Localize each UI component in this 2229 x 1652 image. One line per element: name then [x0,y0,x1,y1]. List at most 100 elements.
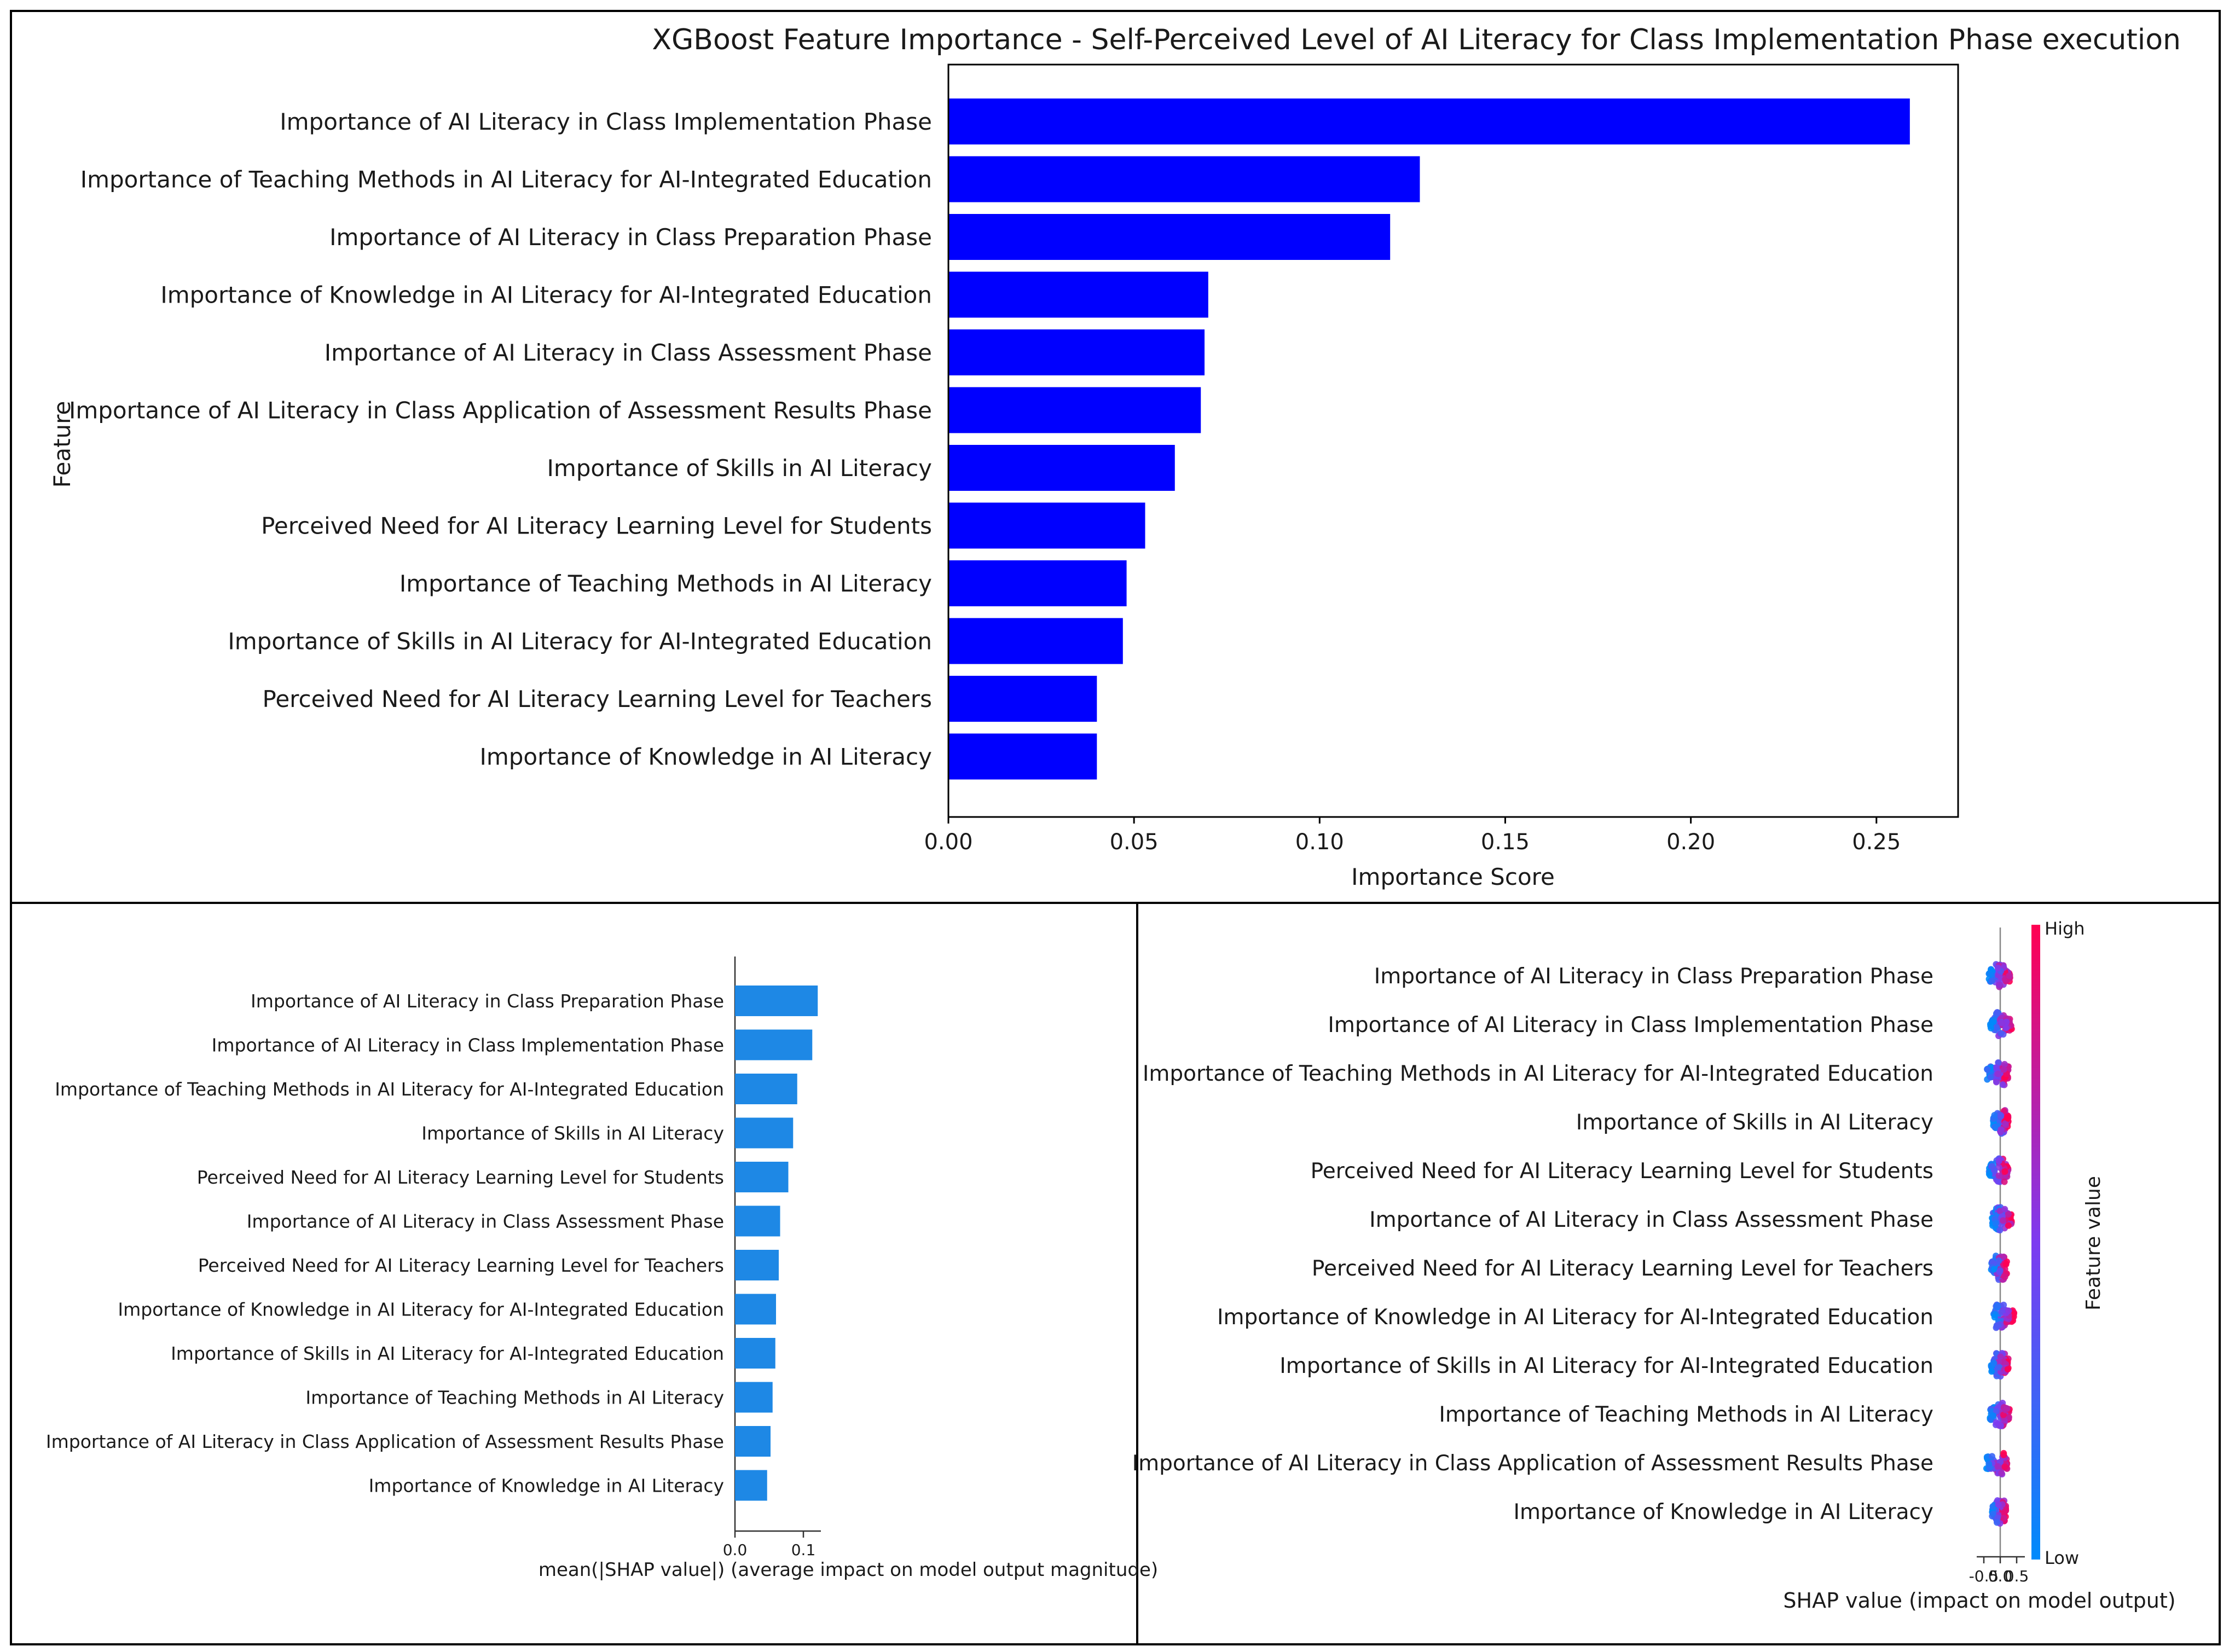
beeswarm-dot [1988,1453,1995,1460]
beeswarm-category-label: Importance of AI Literacy in Class Asses… [1369,1208,1933,1232]
beeswarm-dot [1988,977,1995,984]
shap-bar-category-label: Importance of Teaching Methods in AI Lit… [305,1387,724,1408]
shap-bar-chart: 0.0 0.1 Importance of AI Literacy in Clas… [46,957,1158,1581]
beeswarm-dot [1990,1018,1997,1025]
xgb-category-label: Perceived Need for AI Literacy Learning … [263,686,932,712]
shap-bar [735,1117,794,1149]
xgb-bar [948,618,1123,664]
xgb-bar [948,214,1391,260]
shap-beeswarm-chart: -0.50.00.5 Importance of AI Literacy in … [1132,918,2176,1613]
xgb-category-label: Importance of Knowledge in AI Literacy [479,744,932,770]
beeswarm-category-label: Importance of AI Literacy in Class Appli… [1132,1451,1933,1476]
xgb-bar [948,733,1097,780]
beeswarm-dot [1997,1128,2004,1135]
beeswarm-dot [1987,1024,1994,1031]
beeswarm-dot [2002,1120,2009,1127]
xgb-bar [948,445,1175,491]
shap-bar [735,1382,773,1413]
shap-bar [735,1205,780,1237]
beeswarm-dot [1995,1321,2002,1329]
shap-bar-category-label: Perceived Need for AI Literacy Learning … [197,1167,724,1188]
beeswarm-category-label: Perceived Need for AI Literacy Learning … [1312,1256,1933,1281]
shap-bar-xticks: 0.0 0.1 [723,1531,815,1559]
beeswarm-dot [1993,1079,2000,1086]
shap-bar [735,1074,797,1104]
beeswarm-xticks: -0.50.00.5 [1969,1557,2029,1585]
shap-bar-category-label: Importance of Teaching Methods in AI Lit… [55,1079,724,1100]
shap-bar-category-label: Importance of Skills in AI Literacy for … [171,1343,724,1364]
shap-bar-category-label: Importance of Skills in AI Literacy [421,1123,724,1144]
shap-bar [735,1426,771,1457]
shap-bar [735,1162,789,1192]
xgb-category-label: Importance of Skills in AI Literacy for … [228,628,932,655]
beeswarm-dot [2000,1301,2007,1308]
shap-bar-tick-label: 0.0 [723,1541,748,1559]
shap-bar-category-label: Importance of Knowledge in AI Literacy [369,1475,724,1497]
beeswarm-dot [1995,1257,2002,1264]
beeswarm-dot [1993,1519,2000,1526]
beeswarm-dot [1988,1368,1995,1375]
beeswarm-dot [1993,1024,2000,1031]
beeswarm-dot [2005,1115,2012,1122]
xgb-bar [948,560,1127,606]
xgb-ylabel: Feature [49,401,76,488]
beeswarm-dot [1998,1030,2005,1037]
xgb-category-label: Importance of AI Literacy in Class Asses… [325,339,932,366]
colorbar [2031,925,2040,1560]
shap-bars [735,986,818,1501]
beeswarm-dot [1996,1227,2004,1234]
beeswarm-dot [1998,1019,2005,1027]
colorbar-title: Feature value [2082,1176,2105,1311]
xgb-category-label: Importance of Teaching Methods in AI Lit… [80,166,932,193]
beeswarm-dot [2000,1451,2007,1458]
xgb-xticks: 0.00 0.05 0.10 0.15 0.20 0.25 [924,817,1901,855]
beeswarm-dot [1991,1112,1998,1119]
beeswarm-dot [1987,970,1994,977]
xgb-category-label: Importance of AI Literacy in Class Appli… [69,397,932,424]
xgb-chart: XGBoost Feature Importance - Self-Percei… [49,24,2181,890]
beeswarm-dot [2010,1311,2017,1318]
xgb-tick-label: 0.10 [1295,830,1344,855]
beeswarm-category-label: Importance of AI Literacy in Class Imple… [1328,1013,1933,1037]
beeswarm-dot [1992,1124,1999,1132]
beeswarm-dot [2001,1168,2008,1175]
shap-bar-category-label: Importance of AI Literacy in Class Asses… [247,1211,724,1232]
xgb-bar [948,156,1420,202]
xgb-category-label: Perceived Need for AI Literacy Learning … [261,513,932,540]
xgb-category-labels: Importance of AI Literacy in Class Imple… [69,108,932,770]
beeswarm-dot [2001,1178,2008,1185]
xgb-tick-label: 0.05 [1110,830,1159,855]
beeswarm-category-label: Importance of Skills in AI Literacy for … [1279,1354,1933,1378]
beeswarm-dot [2006,972,2013,979]
shap-bar [735,986,818,1016]
beeswarm-dot [1995,1501,2002,1508]
beeswarm-dot [1996,1364,2003,1371]
shap-bar [735,1250,779,1280]
beeswarm-category-label: Importance of Teaching Methods in AI Lit… [1143,1062,1933,1086]
beeswarm-category-label: Importance of Teaching Methods in AI Lit… [1439,1402,1933,1427]
xgb-bar [948,98,1910,144]
beeswarm-dot [1995,1172,2002,1179]
beeswarm-dot [1994,1009,2001,1016]
xgb-bar [948,502,1145,549]
beeswarm-dot [1987,1074,1994,1081]
beeswarm-dot [1997,1112,2004,1119]
xgb-tick-label: 0.15 [1481,830,1530,855]
beeswarm-dot [1994,1302,2001,1309]
beeswarm-category-label: Importance of Knowledge in AI Literacy f… [1217,1305,1933,1330]
beeswarm-dot [1996,1268,2003,1276]
xgb-category-label: Importance of Knowledge in AI Literacy f… [160,282,932,309]
colorbar-low-label: Low [2045,1547,2079,1568]
beeswarm-category-labels: Importance of AI Literacy in Class Prepa… [1132,964,1933,1525]
beeswarm-dot [2004,1405,2011,1412]
shap-bar-category-label: Perceived Need for AI Literacy Learning … [198,1255,724,1276]
shap-bar-category-label: Importance of AI Literacy in Class Imple… [212,1035,724,1056]
beeswarm-dot [2000,1217,2007,1224]
xgb-category-label: Importance of AI Literacy in Class Imple… [280,108,932,135]
shap-bar [735,1338,775,1369]
beeswarm-dots [1983,961,2018,1527]
beeswarm-category-label: Importance of Knowledge in AI Literacy [1514,1500,1934,1525]
beeswarm-dot [2001,1508,2008,1515]
beeswarm-category-label: Perceived Need for AI Literacy Learning … [1311,1159,1933,1184]
